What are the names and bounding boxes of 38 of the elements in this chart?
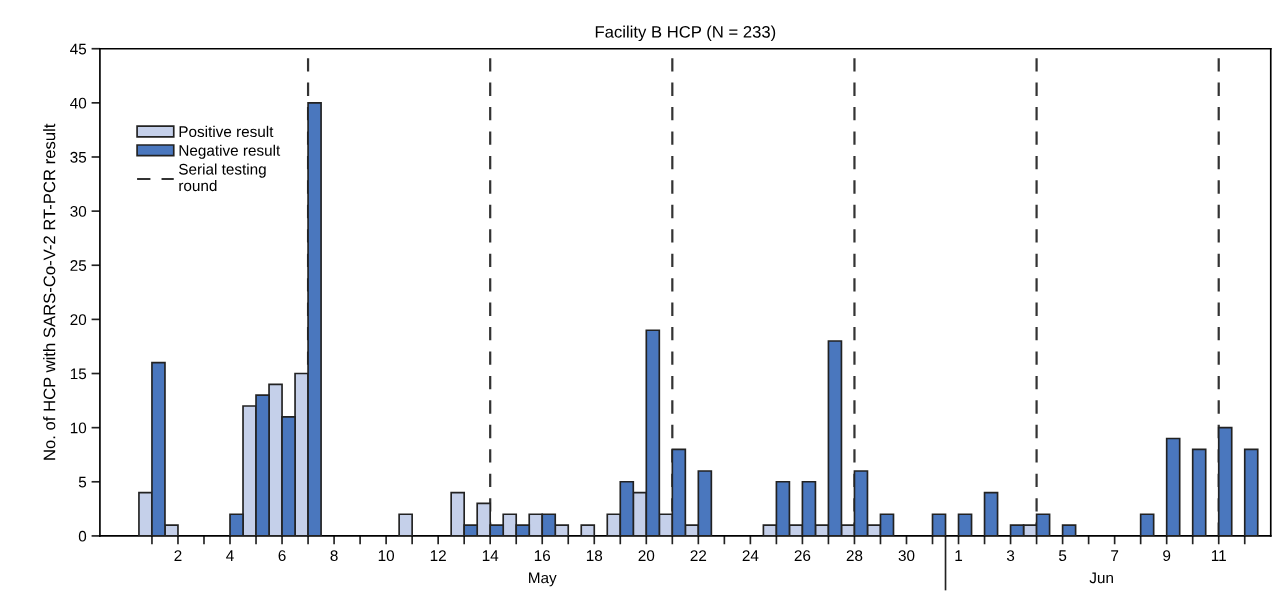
y-tick-label: 0	[78, 530, 87, 542]
x-tick-label: 5	[1058, 550, 1067, 562]
x-tick-label: 24	[742, 550, 759, 561]
x-tick-label: 16	[534, 550, 551, 562]
x-tick-label: 28	[846, 550, 863, 562]
x-tick-label: 14	[482, 550, 499, 561]
x-tick-label: 11	[1211, 550, 1226, 561]
x-tick-label: 4	[226, 550, 234, 561]
x-tick-label: 3	[1006, 550, 1015, 562]
y-tick-label: 10	[70, 422, 87, 434]
y-tick-label: 40	[70, 97, 87, 109]
x-tick-label: 7	[1111, 550, 1119, 561]
text: Jun	[1089, 572, 1113, 584]
x-tick-label: 10	[378, 550, 395, 562]
x-tick-label: 18	[586, 550, 603, 562]
x-tick-label: 2	[174, 550, 182, 561]
y-tick-label: 5	[78, 476, 87, 488]
legend-label: Positive result	[179, 125, 274, 138]
y-tick-label: 30	[70, 205, 87, 217]
x-tick-label: 8	[330, 550, 338, 562]
y-tick-label: 20	[70, 314, 87, 326]
x-tick-label: 12	[430, 550, 446, 561]
y-tick-label: 25	[70, 260, 87, 271]
y-tick-label: 45	[70, 43, 87, 55]
x-tick-label: 22	[690, 550, 707, 561]
chart-title: Facility B HCP (N = 233)	[595, 25, 776, 42]
legend-label: Negative result	[179, 144, 281, 159]
y-tick-label: 15	[70, 368, 87, 380]
ref-line-label: Serial testing round	[179, 163, 266, 192]
text: May	[529, 572, 557, 587]
x-tick-label: 26	[794, 550, 811, 562]
y-axis-title: No. of HCP with SARS-Co-V-2 RT-PCR result	[43, 123, 56, 460]
x-tick-label: 20	[638, 550, 655, 562]
x-tick-label: 1	[955, 550, 963, 561]
x-tick-label: 6	[278, 550, 286, 562]
y-tick-label: 35	[70, 151, 87, 163]
x-tick-label: 9	[1163, 550, 1171, 562]
x-tick-label: 30	[898, 550, 915, 562]
